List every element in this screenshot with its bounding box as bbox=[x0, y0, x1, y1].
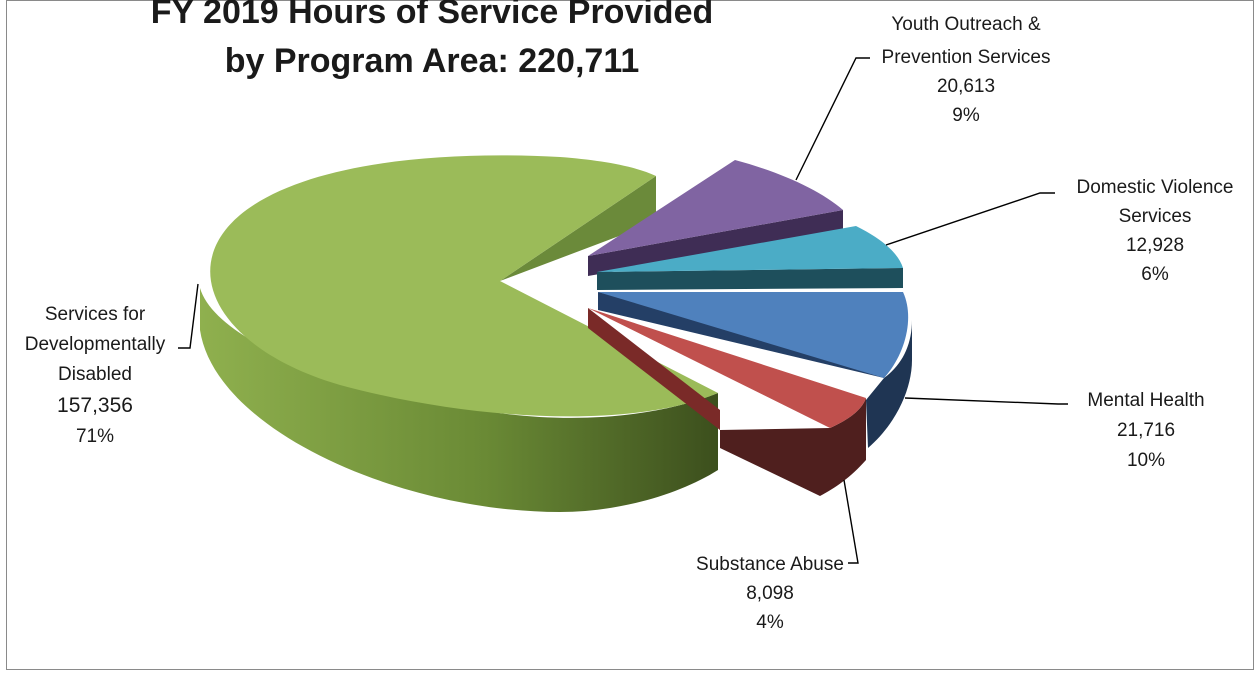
pie-slice-sa-inner bbox=[588, 308, 720, 430]
leader-line-developmentally-disabled bbox=[178, 283, 199, 349]
label-dd-line-1: Services for bbox=[45, 304, 146, 325]
label-sa-line-1: Substance Abuse bbox=[696, 554, 844, 575]
pie-slice-dd-side bbox=[200, 288, 718, 512]
label-sa-value: 8,098 bbox=[746, 583, 794, 604]
pie-slice-yo-side bbox=[588, 210, 843, 276]
label-dd-percent: 71% bbox=[76, 426, 114, 447]
data-label-mental-health: Mental Health 21,716 10% bbox=[1087, 390, 1204, 471]
pie-slice-mh-top bbox=[598, 292, 909, 378]
label-sa-percent: 4% bbox=[756, 612, 784, 633]
pie-slice-domestic-violence bbox=[597, 226, 903, 290]
leader-line-mental-health bbox=[904, 397, 1068, 405]
label-dv-line-2: Services bbox=[1119, 206, 1192, 227]
pie-slice-dv-top bbox=[597, 226, 903, 272]
label-yo-line-2: Prevention Services bbox=[882, 47, 1051, 68]
pie-slice-mental-health bbox=[598, 292, 912, 448]
label-yo-percent: 9% bbox=[952, 105, 980, 126]
leader-line-domestic-violence bbox=[885, 192, 1055, 246]
data-label-youth-outreach: Youth Outreach & Prevention Services 20,… bbox=[882, 14, 1051, 126]
pie-slice-substance-abuse bbox=[588, 308, 866, 496]
label-mh-line-1: Mental Health bbox=[1087, 390, 1204, 411]
label-mh-value: 21,716 bbox=[1117, 420, 1175, 441]
label-yo-line-1: Youth Outreach & bbox=[891, 14, 1041, 35]
pie-slice-dv-side bbox=[597, 268, 903, 290]
pie-slice-youth-outreach bbox=[588, 160, 843, 276]
pie-slice-mh-side bbox=[866, 320, 912, 448]
label-dd-line-3: Disabled bbox=[58, 364, 132, 385]
label-dd-value: 157,356 bbox=[57, 394, 133, 417]
label-mh-percent: 10% bbox=[1127, 450, 1165, 471]
label-dd-line-2: Developmentally bbox=[25, 334, 166, 355]
chart-title-line-2: by Program Area: 220,711 bbox=[225, 42, 640, 80]
chart-title-line-1: FY 2019 Hours of Service Provided bbox=[151, 0, 714, 31]
data-label-domestic-violence: Domestic Violence Services 12,928 6% bbox=[1076, 177, 1233, 285]
label-dv-value: 12,928 bbox=[1126, 235, 1184, 256]
leader-line-youth-outreach bbox=[795, 57, 870, 181]
pie-slice-dd-top bbox=[210, 155, 718, 417]
pie-slice-sa-side bbox=[720, 398, 866, 496]
data-label-substance-abuse: Substance Abuse 8,098 4% bbox=[696, 554, 844, 633]
leader-line-substance-abuse bbox=[843, 479, 859, 564]
label-dv-line-1: Domestic Violence bbox=[1076, 177, 1233, 198]
label-yo-value: 20,613 bbox=[937, 76, 995, 97]
pie-slice-developmentally-disabled bbox=[200, 155, 718, 512]
data-label-developmentally-disabled: Services for Developmentally Disabled 15… bbox=[25, 304, 166, 447]
pie-slice-sa-top bbox=[588, 308, 866, 428]
label-dv-percent: 6% bbox=[1141, 264, 1169, 285]
pie-slice-yo-top bbox=[588, 160, 843, 256]
